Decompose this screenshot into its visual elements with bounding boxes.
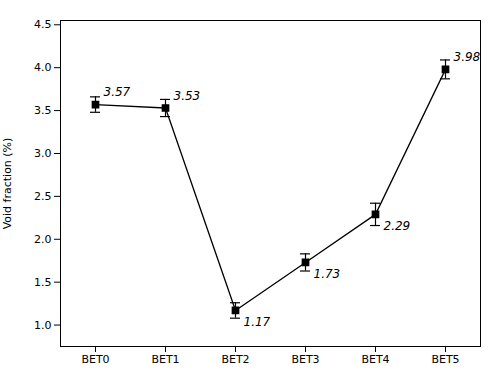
svg-text:2.0: 2.0 xyxy=(34,233,52,246)
svg-text:BET0: BET0 xyxy=(81,353,109,366)
svg-text:BET5: BET5 xyxy=(431,353,459,366)
svg-text:2.5: 2.5 xyxy=(34,190,52,203)
svg-text:1.73: 1.73 xyxy=(314,267,341,281)
svg-text:1.17: 1.17 xyxy=(244,315,271,329)
svg-text:Void fraction (%): Void fraction (%) xyxy=(1,138,14,230)
svg-text:1.0: 1.0 xyxy=(34,319,52,332)
svg-text:3.53: 3.53 xyxy=(174,89,201,103)
svg-text:2.29: 2.29 xyxy=(384,219,411,233)
svg-text:3.98: 3.98 xyxy=(454,50,481,64)
svg-text:3.5: 3.5 xyxy=(34,104,52,117)
svg-text:4.0: 4.0 xyxy=(34,61,52,74)
svg-text:BET2: BET2 xyxy=(221,353,249,366)
svg-text:3.57: 3.57 xyxy=(104,85,131,99)
svg-text:BET4: BET4 xyxy=(361,353,389,366)
svg-text:BET3: BET3 xyxy=(291,353,319,366)
svg-text:BET1: BET1 xyxy=(151,353,179,366)
svg-text:3.0: 3.0 xyxy=(34,147,52,160)
svg-text:4.5: 4.5 xyxy=(34,18,52,31)
svg-text:1.5: 1.5 xyxy=(34,276,52,289)
